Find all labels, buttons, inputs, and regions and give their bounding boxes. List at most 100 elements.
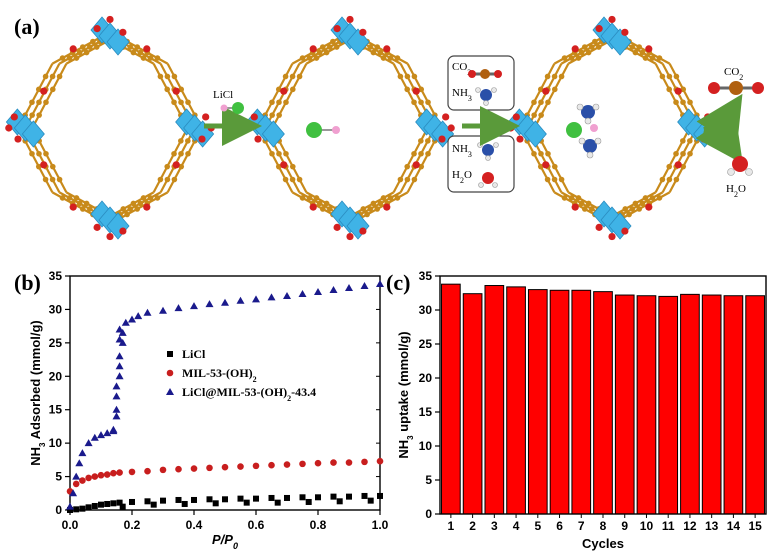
data-point-licl — [305, 498, 312, 505]
data-point-licl-mil53 — [159, 306, 167, 314]
y-tick-label: 25 — [419, 337, 433, 351]
gas-box-co2-nh3: CO2 NH3 — [447, 55, 515, 111]
bar — [636, 295, 657, 515]
data-point-licl-mil53 — [118, 328, 127, 336]
bar — [506, 286, 526, 515]
chart-b-isotherm: 0 5 10 15 20 25 30 35 0.0 0.2 0.4 0.6 0.8 1.0 P/P0 NH3 … — [28, 269, 389, 551]
bar — [658, 295, 679, 515]
data-point-mil53 — [85, 474, 92, 482]
nitrogen-atom-icon — [581, 105, 595, 119]
data-point-mil53 — [330, 459, 337, 466]
data-point-licl — [160, 497, 166, 504]
panel-label-b: (b) — [14, 270, 41, 295]
data-point-mil53 — [314, 459, 322, 467]
data-point-licl — [129, 498, 135, 505]
data-point-licl-mil53 — [115, 362, 124, 370]
x-tick-label: 2 — [469, 519, 476, 533]
y-tick-label: 10 — [49, 436, 63, 450]
data-point-licl-mil53 — [112, 412, 121, 420]
x-tick-label: 1 — [448, 519, 455, 533]
x-tick-label: 0.0 — [62, 518, 79, 532]
lithium-atom-icon — [590, 124, 598, 132]
x-tick-label: 0.8 — [310, 518, 327, 532]
box2-line2: H2O — [452, 169, 472, 185]
data-point-licl — [119, 503, 126, 510]
y-tick-label: 25 — [49, 336, 63, 350]
data-point-licl — [150, 501, 157, 508]
panel-label-c: (c) — [386, 270, 410, 295]
data-point-licl — [85, 504, 92, 511]
data-point-licl-mil53 — [205, 300, 214, 308]
nitrogen-atom-icon — [583, 139, 597, 153]
data-point-licl-mil53 — [345, 284, 353, 292]
data-point-licl-mil53 — [69, 489, 78, 497]
y-tick-label: 10 — [419, 439, 433, 453]
data-point-licl — [367, 497, 374, 504]
data-point-licl-mil53 — [118, 338, 127, 346]
data-point-mil53 — [97, 471, 105, 479]
data-point-licl-mil53 — [298, 290, 307, 298]
data-point-mil53 — [376, 457, 384, 465]
data-point-licl-mil53 — [115, 335, 124, 343]
data-point-licl-mil53 — [75, 459, 84, 467]
data-point-licl-mil53 — [115, 325, 124, 333]
plot-frame — [69, 275, 381, 511]
data-point-licl — [212, 500, 219, 507]
data-point-licl — [181, 500, 188, 507]
legend-marker — [166, 388, 174, 395]
oxygen-atom-icon — [482, 172, 494, 184]
x-tick-label: 3 — [491, 519, 498, 533]
nitrogen-atom-icon — [480, 89, 492, 101]
data-point-licl-mil53 — [329, 286, 338, 294]
box2-line1: NH3 — [452, 143, 472, 159]
x-axis-title: Cycles — [582, 536, 624, 551]
gas-box-nh3-h2o: NH3 H2O — [447, 135, 515, 193]
x-axis-title: P/P0 — [212, 532, 238, 551]
data-point-licl-mil53 — [115, 352, 124, 360]
legend-entry: LiCl@MIL-53-(OH)2-43.4 — [182, 385, 316, 403]
data-point-licl-mil53 — [72, 472, 81, 480]
data-point-mil53 — [79, 477, 86, 484]
data-point-licl — [73, 506, 80, 513]
data-point-licl-mil53 — [134, 312, 143, 320]
data-point-mil53 — [110, 469, 117, 477]
data-point-licl-mil53 — [190, 302, 198, 310]
legend-entry: LiCl — [182, 347, 206, 361]
data-point-licl-mil53 — [112, 405, 121, 413]
x-tick-label: 10 — [640, 519, 654, 533]
oxygen-atom-icon — [468, 70, 476, 78]
y-tick-label: 35 — [419, 269, 433, 283]
bar — [723, 295, 744, 515]
lithium-atom-icon — [220, 104, 228, 112]
data-point-licl-mil53 — [103, 429, 112, 437]
data-point-licl — [315, 494, 321, 501]
data-point-licl-mil53 — [90, 433, 99, 441]
data-point-licl-mil53 — [267, 293, 276, 301]
carbon-atom-icon — [480, 69, 490, 79]
release-arrows — [695, 93, 743, 164]
data-point-licl — [268, 494, 275, 501]
x-tick-label: 1.0 — [372, 518, 389, 532]
x-tick-label: 6 — [556, 519, 563, 533]
data-point-licl — [237, 495, 244, 502]
data-point-mil53 — [103, 471, 111, 478]
data-point-licl-mil53 — [283, 292, 291, 300]
data-point-licl — [253, 495, 259, 502]
bar — [441, 283, 461, 515]
data-point-mil53 — [206, 464, 213, 472]
y-tick-label: 0 — [425, 507, 432, 521]
bar — [462, 293, 483, 515]
y-tick-label: 5 — [55, 470, 62, 484]
mof-framework-pristine — [5, 15, 215, 241]
data-point-mil53 — [128, 468, 136, 476]
data-point-licl — [191, 496, 197, 503]
data-point-licl-mil53 — [115, 372, 124, 380]
x-tick-label: 9 — [621, 519, 628, 533]
mof-framework-licl — [245, 15, 455, 241]
x-tick-label: 7 — [578, 519, 585, 533]
data-point-mil53 — [190, 465, 198, 472]
data-point-licl — [336, 498, 343, 505]
data-point-licl-mil53 — [174, 304, 183, 312]
bar — [571, 289, 592, 515]
